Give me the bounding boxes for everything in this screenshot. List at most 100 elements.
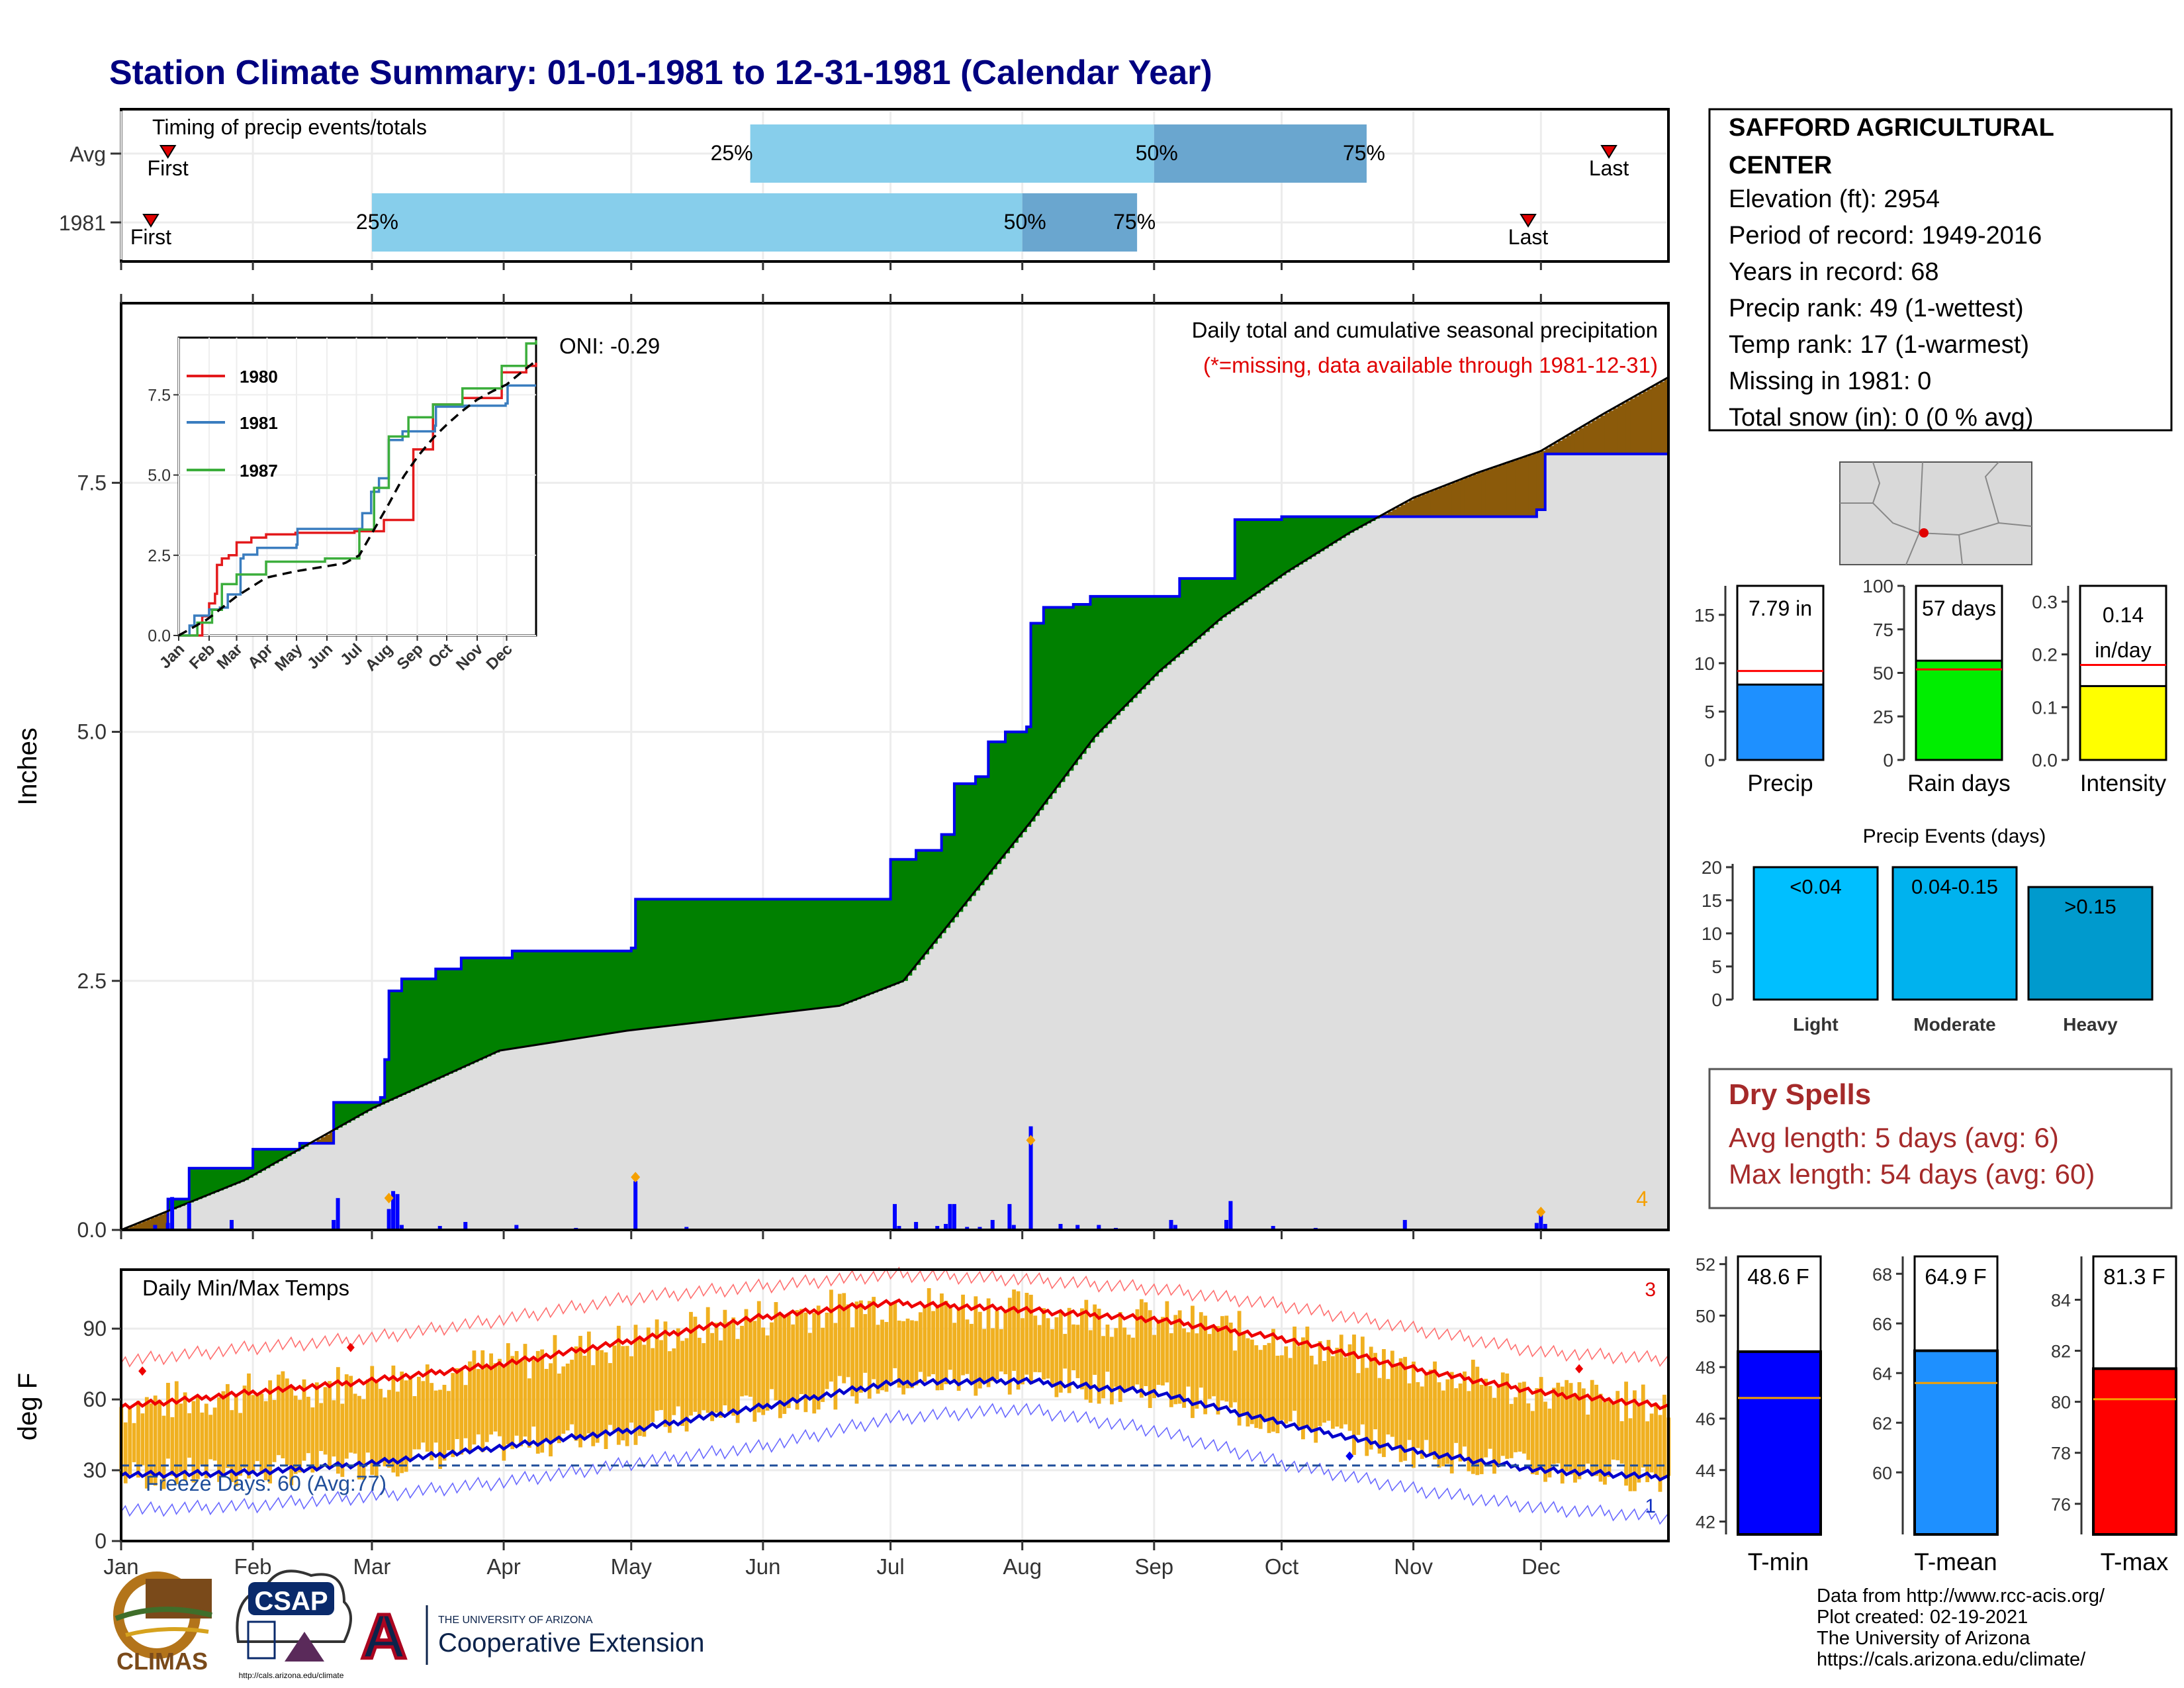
timing-marker xyxy=(1600,145,1617,159)
daily-temp-bar xyxy=(1386,1379,1390,1435)
timing-panel: Timing of precip events/totals Avg 1981 … xyxy=(59,108,1670,270)
surplus-area xyxy=(210,1168,215,1194)
deficit-area xyxy=(1383,514,1388,517)
daily-temp-bar xyxy=(600,1350,604,1434)
surplus-area xyxy=(193,1168,199,1201)
surplus-area xyxy=(274,1149,279,1164)
daily-temp-bar xyxy=(1581,1388,1586,1472)
daily-precip-bar xyxy=(1534,1223,1539,1230)
daily-precip-bar xyxy=(165,1223,170,1230)
event-bar-label: >0.15 xyxy=(2064,895,2116,918)
daily-precip-bar xyxy=(399,1225,404,1230)
deficit-area xyxy=(1639,394,1644,454)
surplus-area xyxy=(911,859,917,970)
daily-temp-bar xyxy=(999,1329,1003,1372)
deficit-area xyxy=(1532,453,1537,517)
daily-temp-bar xyxy=(259,1393,264,1474)
surplus-area xyxy=(265,1149,271,1168)
record-marker xyxy=(1536,1206,1546,1217)
summary-y-tick-label: 0.2 xyxy=(2032,645,2058,665)
surplus-area xyxy=(1341,516,1346,538)
daily-temp-bar xyxy=(1161,1317,1165,1385)
precip-bar-label: Precip xyxy=(1747,771,1813,796)
surplus-area xyxy=(1086,604,1091,749)
daily-temp-bar xyxy=(489,1353,494,1435)
daily-temp-bar xyxy=(408,1376,412,1462)
surplus-area xyxy=(606,951,611,1035)
deficit-area xyxy=(1485,469,1490,517)
daily-temp-bar xyxy=(247,1373,251,1479)
surplus-area xyxy=(610,951,615,1034)
daily-temp-bar xyxy=(535,1350,540,1454)
daily-temp-bar xyxy=(944,1301,948,1385)
surplus-area xyxy=(601,951,606,1035)
surplus-area xyxy=(762,899,768,1015)
deficit-area xyxy=(1469,476,1474,517)
daily-temp-bar xyxy=(1551,1387,1556,1464)
surplus-area xyxy=(1353,516,1359,531)
daily-temp-bar xyxy=(1500,1372,1505,1456)
surplus-area xyxy=(950,834,955,923)
y-tick-label: 0.0 xyxy=(77,1218,107,1242)
temp-summary-y-tick-label: 68 xyxy=(1872,1264,1892,1284)
daily-temp-bar xyxy=(1373,1352,1378,1430)
temp-ylabel: deg F xyxy=(13,1373,42,1440)
surplus-area xyxy=(461,958,466,1068)
daily-temp-bar xyxy=(702,1343,706,1411)
surplus-area xyxy=(414,978,420,1090)
month-label: Jun xyxy=(745,1554,780,1579)
surplus-area xyxy=(707,899,713,1021)
surplus-area xyxy=(1192,578,1197,643)
temp-summary-y-tick-label: 78 xyxy=(2051,1444,2071,1464)
daily-temp-bar xyxy=(1263,1344,1267,1420)
daily-temp-bar xyxy=(897,1320,901,1388)
event-bar xyxy=(1752,866,1879,1001)
daily-temp-bar xyxy=(574,1346,578,1441)
surplus-area xyxy=(1060,607,1066,782)
surplus-area xyxy=(725,899,730,1019)
surplus-area xyxy=(754,899,760,1016)
daily-temp-bar xyxy=(816,1305,821,1410)
deficit-area xyxy=(129,1226,134,1230)
daily-temp-bar xyxy=(1199,1312,1203,1388)
y-tick-label: 60 xyxy=(83,1387,107,1411)
surplus-area xyxy=(657,899,662,1027)
surplus-area xyxy=(818,899,823,1009)
daily-precip-bar xyxy=(1011,1225,1016,1230)
daily-temp-bar xyxy=(991,1328,995,1382)
daily-temp-bar xyxy=(468,1361,472,1451)
station-info-line: Missing in 1981: 0 xyxy=(1729,367,1931,395)
temp-summary-y-tick-label: 62 xyxy=(1872,1413,1892,1433)
temp-axes: 0 30 60 90 Jan Feb Mar Apr May Jun Jul Aug Sep Oct Nov… xyxy=(83,1317,1560,1579)
percentile-label: 75% xyxy=(1113,210,1156,234)
surplus-area xyxy=(695,899,700,1023)
surplus-area xyxy=(967,783,972,902)
surplus-area xyxy=(240,1168,245,1182)
record-max-line xyxy=(120,1266,1669,1368)
daily-temp-bar xyxy=(782,1316,787,1414)
daily-temp-bar xyxy=(179,1403,183,1473)
daily-temp-bar xyxy=(1156,1319,1161,1385)
daily-temp-bar xyxy=(859,1300,863,1393)
daily-temp-bar xyxy=(1339,1335,1343,1429)
daily-temp-bar xyxy=(306,1397,310,1454)
daily-temp-bar xyxy=(1433,1361,1437,1460)
daily-temp-bar xyxy=(744,1309,749,1396)
surplus-area xyxy=(1298,516,1304,565)
daily-temp-bar xyxy=(1186,1332,1191,1387)
daily-temp-bar xyxy=(961,1294,965,1376)
surplus-area xyxy=(988,741,993,875)
daily-temp-bar xyxy=(995,1311,999,1380)
surplus-area xyxy=(1201,578,1206,636)
surplus-area xyxy=(1213,578,1218,625)
daily-temp-bar xyxy=(621,1346,625,1440)
daily-temp-bar xyxy=(540,1349,545,1453)
temp-summary-y-tick-label: 64 xyxy=(1872,1364,1892,1383)
event-category-label: Heavy xyxy=(2063,1014,2118,1035)
deficit-area xyxy=(1558,440,1563,454)
inset-legend-1980: 1980 xyxy=(240,367,278,387)
locator-map xyxy=(1839,461,2032,565)
daily-temp-bar xyxy=(502,1366,506,1461)
daily-temp-bar xyxy=(1479,1384,1484,1474)
daily-temp-bar xyxy=(740,1325,744,1397)
